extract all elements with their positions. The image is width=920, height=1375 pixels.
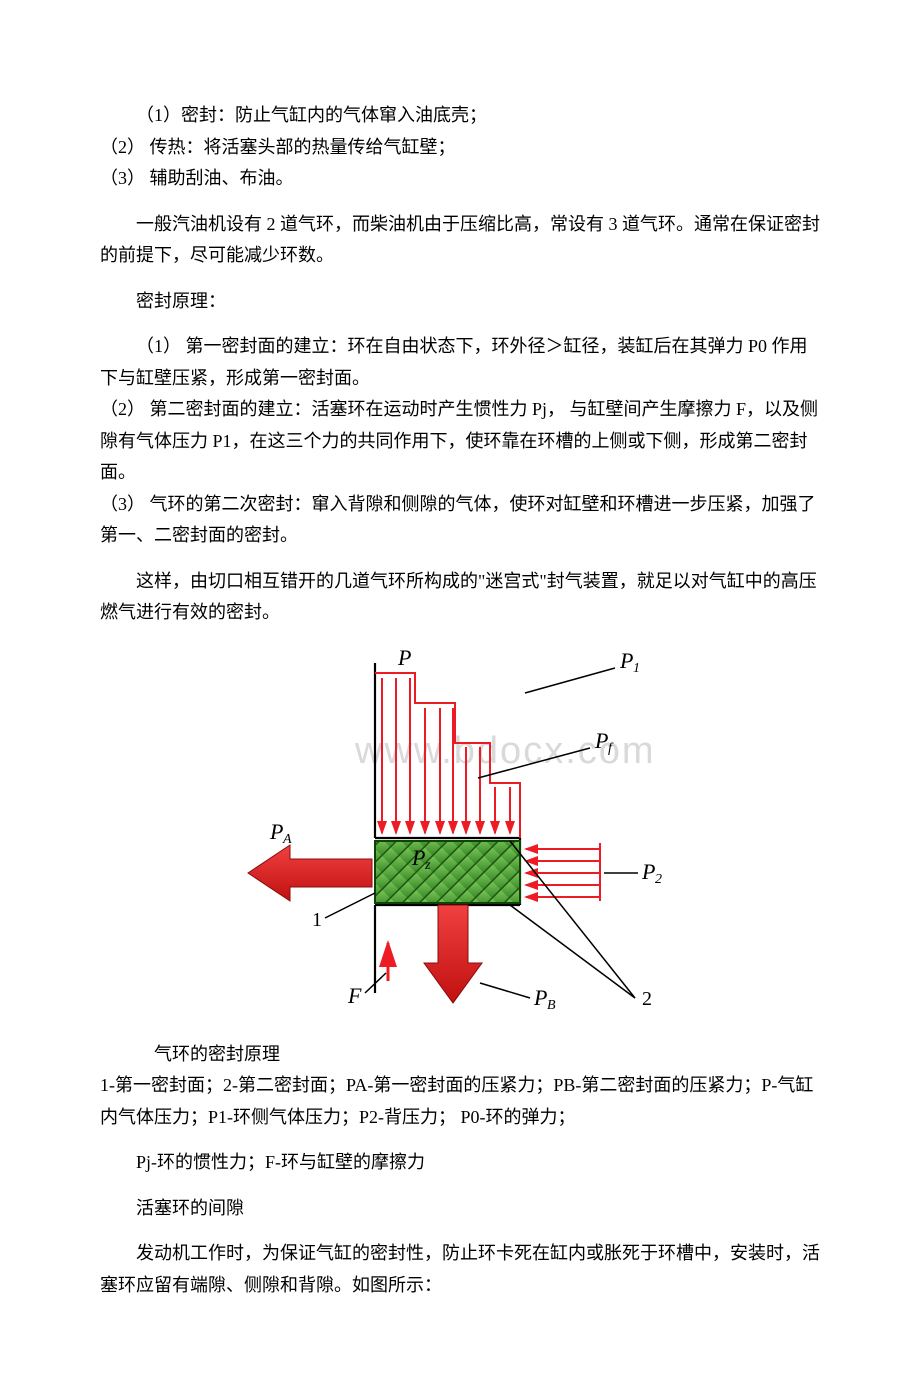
arrow-pb [424,905,482,1003]
label-p2: P [641,859,655,884]
caption-title: 气环的密封原理 [100,1039,820,1071]
label-pz: P [411,845,425,870]
label-f: F [347,983,362,1008]
label-p: P [397,645,411,670]
paragraph: 这样，由切口相互错开的几道气环所构成的"迷宫式"封气装置，就足以对气缸中的高压燃… [100,566,820,629]
paragraph: 发动机工作时，为保证气缸的密封性，防止环卡死在缸内或胀死于环槽中，安装时，活塞环… [100,1238,820,1301]
label-pz-sub: z [424,858,431,873]
paragraph: 一般汽油机设有 2 道气环，而柴油机由于压缩比高，常设有 3 道气环。通常在保证… [100,209,820,272]
text-line: （1）密封：防止气缸内的气体窜入油底壳； [100,100,820,132]
label-pb: P [533,985,547,1010]
text-line: （2） 传热：将活塞头部的热量传给气缸壁； [100,132,820,164]
paragraph: 密封原理： [100,286,820,318]
label-pa-sub: A [282,832,292,847]
caption-legend: 1-第一密封面；2-第二密封面；PA-第一密封面的压紧力；PB-第二密封面的压紧… [100,1070,820,1133]
diagram-container: www.bdocx.com [100,643,820,1033]
heading: 活塞环的间隙 [100,1193,820,1225]
label-pf: P [594,728,608,753]
sealing-diagram: www.bdocx.com [220,643,700,1033]
label-p1: P [619,648,633,673]
text-line: （3） 辅助刮油、布油。 [100,163,820,195]
label-p1-sub: 1 [633,661,640,676]
caption-legend-2: Pj-环的惯性力；F-环与缸壁的摩擦力 [100,1147,820,1179]
text-line: （2） 第二密封面的建立：活塞环在运动时产生惯性力 Pj， 与缸壁间产生摩擦力 … [100,394,820,489]
label-pb-sub: B [547,998,556,1013]
label-p2-sub: 2 [655,872,662,887]
text-line: （1） 第一密封面的建立：环在自由状态下，环外径＞缸径，装缸后在其弹力 P0 作… [100,331,820,394]
label-pa: P [269,819,283,844]
label-1: 1 [312,909,322,931]
text-line: （3） 气环的第二次密封：窜入背隙和侧隙的气体，使环对缸壁和环槽进一步压紧，加强… [100,489,820,552]
arrow-pa [248,845,372,901]
label-2: 2 [642,988,652,1010]
